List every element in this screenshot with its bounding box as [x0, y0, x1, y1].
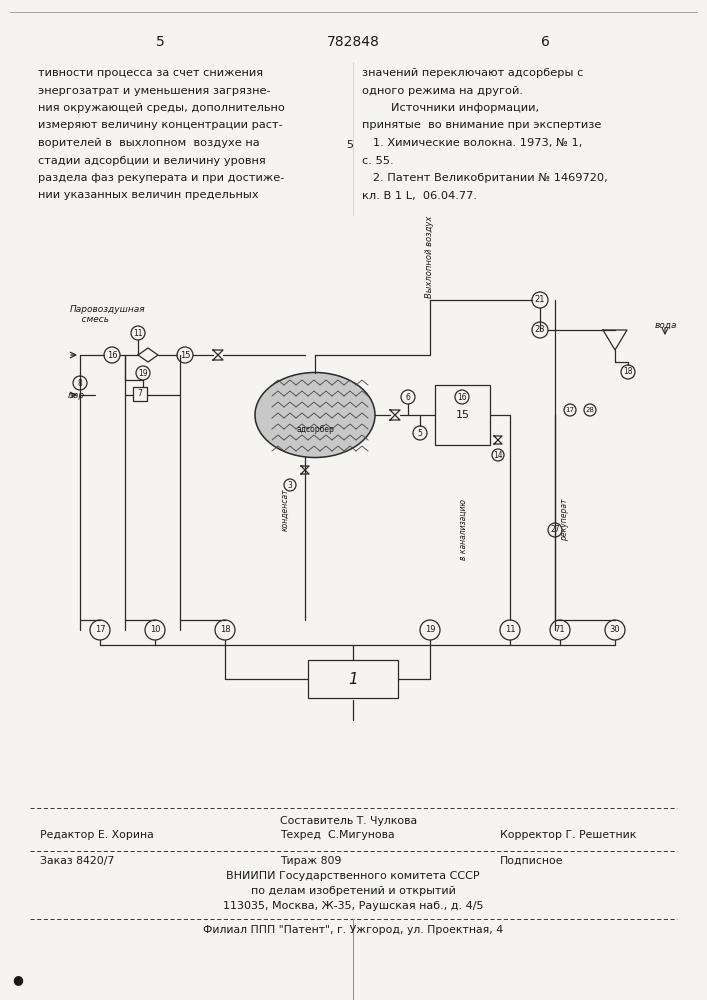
- Text: тивности процесса за счет снижения: тивности процесса за счет снижения: [38, 68, 263, 78]
- Text: 17: 17: [95, 626, 105, 635]
- Text: Заказ 8420/7: Заказ 8420/7: [40, 856, 115, 866]
- Text: принятые  во внимание при экспертизе: принятые во внимание при экспертизе: [362, 120, 602, 130]
- Text: 71: 71: [555, 626, 566, 635]
- Text: измеряют величину концентрации раст-: измеряют величину концентрации раст-: [38, 120, 283, 130]
- Text: 6: 6: [406, 392, 411, 401]
- Text: 5: 5: [418, 428, 423, 438]
- Text: адсорбер: адсорбер: [296, 426, 334, 434]
- Text: 16: 16: [457, 392, 467, 401]
- Text: Техред  С.Мигунова: Техред С.Мигунова: [280, 830, 395, 840]
- Text: ния окружающей среды, дополнительно: ния окружающей среды, дополнительно: [38, 103, 285, 113]
- Text: 14: 14: [493, 450, 503, 460]
- Text: стадии адсорбции и величину уровня: стадии адсорбции и величину уровня: [38, 155, 266, 165]
- Text: 18: 18: [624, 367, 633, 376]
- Text: 28: 28: [585, 407, 595, 413]
- Text: с. 55.: с. 55.: [362, 155, 394, 165]
- Text: значений переключают адсорберы с: значений переключают адсорберы с: [362, 68, 583, 78]
- Text: 113035, Москва, Ж-35, Раушская наб., д. 4/5: 113035, Москва, Ж-35, Раушская наб., д. …: [223, 901, 484, 911]
- Text: одного режима на другой.: одного режима на другой.: [362, 86, 523, 96]
- Text: 8: 8: [78, 378, 83, 387]
- Bar: [133, 387, 147, 401]
- Text: нии указанных величин предельных: нии указанных величин предельных: [38, 190, 259, 200]
- Text: 18: 18: [220, 626, 230, 635]
- Text: Паровоздушная
    смесь: Паровоздушная смесь: [70, 305, 146, 324]
- Text: 23: 23: [534, 326, 545, 334]
- Text: 30: 30: [609, 626, 620, 635]
- Text: Корректор Г. Решетник: Корректор Г. Решетник: [500, 830, 636, 840]
- Text: 5: 5: [156, 35, 164, 49]
- Text: раздела фаз рекуперата и при достиже-: раздела фаз рекуперата и при достиже-: [38, 173, 284, 183]
- Text: конденсат: конденсат: [281, 489, 289, 531]
- Text: вода: вода: [655, 320, 677, 330]
- Text: 19: 19: [138, 368, 148, 377]
- Text: ●: ●: [13, 974, 23, 986]
- Text: кл. В 1 L,  06.04.77.: кл. В 1 L, 06.04.77.: [362, 190, 477, 200]
- Text: Подписное: Подписное: [500, 856, 563, 866]
- Text: Филиал ППП "Патент", г. Ужгород, ул. Проектная, 4: Филиал ППП "Патент", г. Ужгород, ул. Про…: [203, 925, 503, 935]
- Text: 7: 7: [138, 389, 142, 398]
- Text: рекуперат: рекуперат: [561, 499, 570, 541]
- Text: Выхлопной воздух: Выхлопной воздух: [426, 216, 435, 298]
- Text: 19: 19: [425, 626, 436, 635]
- Text: в канализацию: в канализацию: [459, 500, 467, 560]
- Text: 2. Патент Великобритании № 1469720,: 2. Патент Великобритании № 1469720,: [362, 173, 608, 183]
- Text: Источники информации,: Источники информации,: [362, 103, 539, 113]
- Bar: [308, 660, 398, 698]
- Text: 10: 10: [150, 626, 160, 635]
- Text: пар: пар: [68, 390, 85, 399]
- Text: энергозатрат и уменьшения загрязне-: энергозатрат и уменьшения загрязне-: [38, 86, 271, 96]
- Text: 27: 27: [550, 526, 560, 534]
- Text: 16: 16: [107, 351, 117, 360]
- Text: 11: 11: [505, 626, 515, 635]
- Text: Редактор Е. Хорина: Редактор Е. Хорина: [40, 830, 153, 840]
- Text: 15: 15: [180, 351, 190, 360]
- Text: 6: 6: [541, 35, 549, 49]
- Text: 3: 3: [288, 481, 293, 489]
- Text: Составитель Т. Чулкова: Составитель Т. Чулкова: [280, 816, 417, 826]
- Bar: [435, 385, 490, 445]
- Text: ворителей в  выхлопном  воздухе на: ворителей в выхлопном воздухе на: [38, 138, 259, 148]
- Text: 11: 11: [133, 328, 143, 338]
- Text: 782848: 782848: [327, 35, 380, 49]
- Text: 15: 15: [455, 410, 469, 420]
- Text: Тираж 809: Тираж 809: [280, 856, 341, 866]
- Text: 5: 5: [346, 140, 354, 150]
- Text: 17: 17: [566, 407, 575, 413]
- Text: 21: 21: [534, 296, 545, 304]
- Text: 1: 1: [348, 672, 358, 688]
- Text: по делам изобретений и открытий: по делам изобретений и открытий: [250, 886, 455, 896]
- Text: ВНИИПИ Государственного комитета СССР: ВНИИПИ Государственного комитета СССР: [226, 871, 480, 881]
- Ellipse shape: [255, 372, 375, 458]
- Text: 1. Химические волокна. 1973, № 1,: 1. Химические волокна. 1973, № 1,: [362, 138, 583, 148]
